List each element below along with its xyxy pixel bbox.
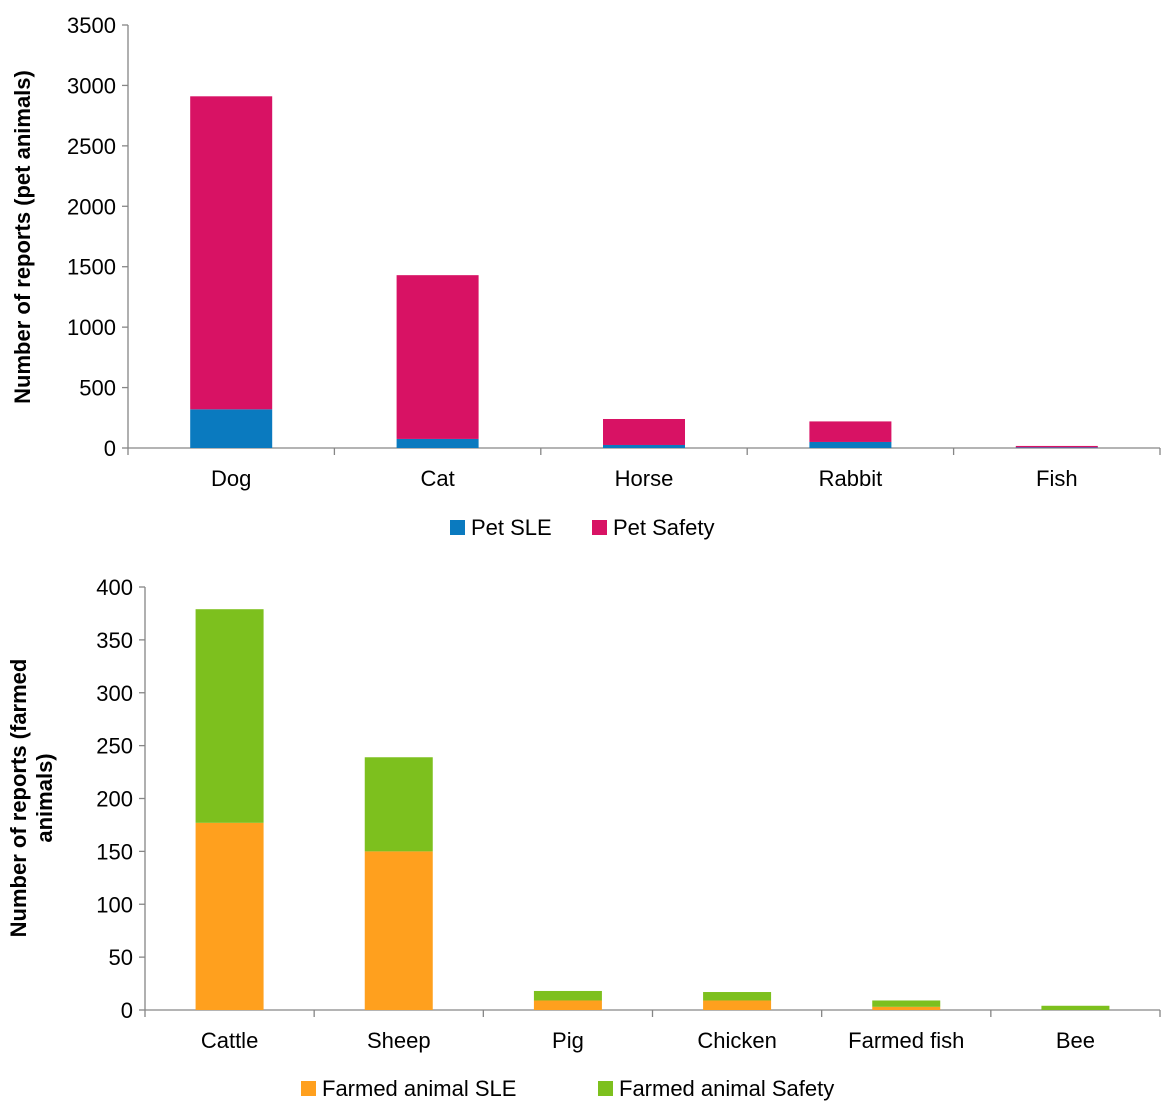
x-tick-label: Farmed fish <box>848 1028 964 1053</box>
bar-farmed-animal-safety-bee <box>1041 1005 1110 1010</box>
y-axis-title: Number of reports (farmedanimals) <box>6 659 57 938</box>
y-tick-label: 3500 <box>67 13 116 38</box>
x-tick-label: Cattle <box>201 1028 258 1053</box>
bar-farmed-animal-safety-pig <box>533 990 602 1001</box>
x-tick-label: Dog <box>211 466 251 491</box>
y-tick-label: 1500 <box>67 255 116 280</box>
bar-pet-sle-rabbit <box>809 441 892 448</box>
bar-farmed-animal-sle-sheep <box>364 851 433 1010</box>
y-tick-label: 200 <box>96 787 133 812</box>
bar-farmed-animal-safety-cattle <box>195 609 264 823</box>
y-tick-label: 400 <box>96 575 133 600</box>
bar-pet-sle-horse <box>603 444 685 448</box>
bar-pet-safety-fish <box>1015 445 1098 448</box>
x-tick-label: Rabbit <box>819 466 883 491</box>
legend-swatch <box>598 1081 613 1096</box>
legend-swatch <box>301 1081 316 1096</box>
x-tick-label: Pig <box>552 1028 584 1053</box>
bar-pet-safety-horse <box>603 418 685 445</box>
y-tick-label: 2000 <box>67 194 116 219</box>
legend-label: Farmed animal SLE <box>322 1076 516 1101</box>
legend-swatch <box>592 520 607 535</box>
bar-pet-safety-dog <box>190 96 273 410</box>
y-axis-title: Number of reports (pet animals) <box>10 70 35 404</box>
x-tick-label: Cat <box>420 466 454 491</box>
x-tick-label: Fish <box>1036 466 1078 491</box>
legend-swatch <box>450 520 465 535</box>
bar-farmed-animal-sle-pig <box>533 1000 602 1010</box>
bar-pet-safety-cat <box>396 275 479 439</box>
bar-farmed-animal-safety-chicken <box>703 992 772 1001</box>
y-tick-label: 250 <box>96 734 133 759</box>
bar-pet-sle-cat <box>396 438 479 448</box>
y-tick-label: 0 <box>104 436 116 461</box>
y-tick-label: 500 <box>79 376 116 401</box>
bar-pet-safety-rabbit <box>809 421 892 442</box>
bar-farmed-animal-sle-chicken <box>703 1000 772 1010</box>
y-tick-label: 0 <box>121 998 133 1023</box>
bar-farmed-animal-safety-sheep <box>364 757 433 852</box>
x-tick-label: Horse <box>615 466 674 491</box>
y-tick-label: 3000 <box>67 73 116 98</box>
y-tick-label: 350 <box>96 628 133 653</box>
bar-farmed-animal-sle-cattle <box>195 822 264 1010</box>
y-tick-label: 1000 <box>67 315 116 340</box>
y-tick-label: 100 <box>96 892 133 917</box>
y-tick-label: 50 <box>109 945 133 970</box>
bar-pet-sle-fish <box>1015 447 1098 448</box>
y-tick-label: 2500 <box>67 134 116 159</box>
y-tick-label: 150 <box>96 839 133 864</box>
legend-label: Farmed animal Safety <box>619 1076 834 1101</box>
bar-farmed-animal-sle-farmed-fish <box>872 1006 941 1010</box>
y-tick-label: 300 <box>96 681 133 706</box>
bar-pet-sle-dog <box>190 409 273 448</box>
legend-label: Pet Safety <box>613 515 715 540</box>
x-tick-label: Sheep <box>367 1028 431 1053</box>
pet-animals-chart: 0 500 1000 1500 2000 2500 3000 3500 Dog Cat Horse R… <box>10 13 1161 540</box>
x-tick-label: Chicken <box>697 1028 776 1053</box>
farmed-animals-chart: 0 50 100 150 200 250 300 350 400 Cattle Sheep Pig Ch… <box>6 575 1161 1101</box>
x-tick-label: Bee <box>1056 1028 1095 1053</box>
legend-label: Pet SLE <box>471 515 552 540</box>
bar-farmed-animal-safety-farmed-fish <box>872 1000 941 1007</box>
